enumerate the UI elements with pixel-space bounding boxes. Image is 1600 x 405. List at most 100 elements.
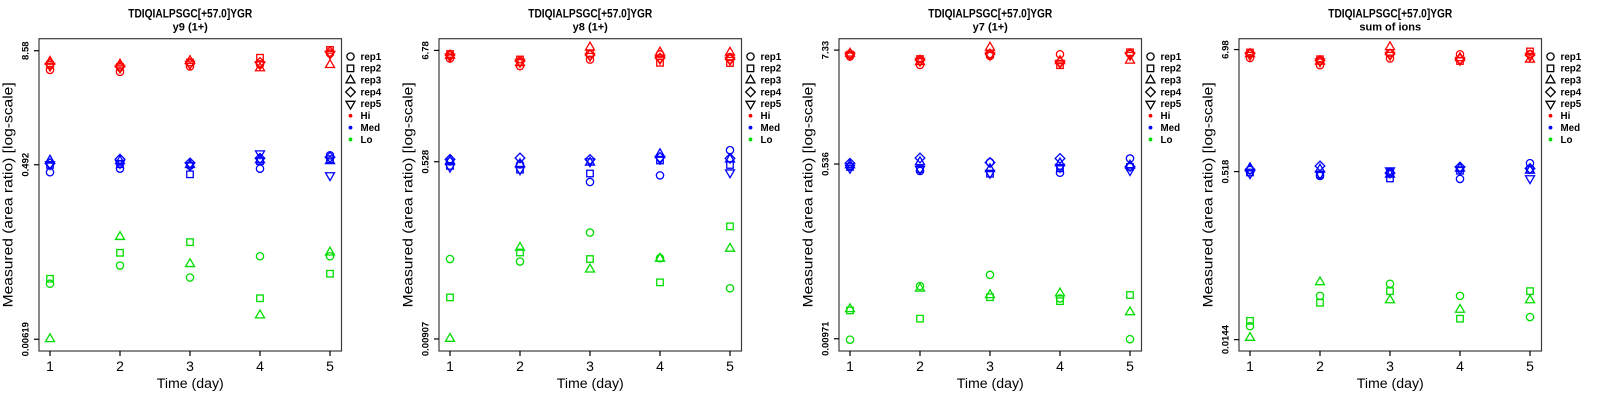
point-lo-rep3-day3 — [984, 288, 996, 299]
point-med-rep1-day4 — [255, 164, 265, 173]
panel-subtitle: y8 (1+) — [573, 21, 608, 33]
point-hi-rep2-day4 — [256, 53, 264, 62]
point-lo-rep2-day2 — [1316, 298, 1324, 307]
point-lo-rep3-day4 — [1454, 303, 1466, 313]
point-med-rep1-day2 — [115, 164, 125, 173]
point-med-rep2-day3 — [186, 170, 194, 179]
x-tick-label: 4 — [1056, 358, 1064, 374]
x-tick-label: 3 — [1386, 358, 1394, 374]
point-med-rep5-day2 — [514, 166, 526, 176]
y-tick-label: 0.528 — [421, 150, 432, 174]
point-lo-rep2-day1 — [446, 293, 454, 302]
point-med-rep4-day5 — [1124, 160, 1136, 173]
point-hi-rep5-day2 — [1314, 58, 1326, 69]
y-tick-label: 0.492 — [21, 153, 32, 177]
legend-label-rep3: rep3 — [1561, 76, 1582, 87]
point-med-rep5-day4 — [1454, 166, 1466, 176]
point-med-rep5-day2 — [914, 165, 926, 176]
point-hi-rep3-day5 — [724, 46, 736, 56]
legend-marker-rep1 — [1146, 52, 1155, 61]
legend-marker-rep3 — [1144, 73, 1157, 84]
legend-marker-rep2 — [1546, 64, 1555, 73]
legend-label-rep1: rep1 — [361, 52, 382, 63]
panel-title: TDIQIALPSGC[+57.0]YGR — [528, 7, 652, 21]
point-hi-rep5-day3 — [584, 52, 596, 63]
legend-dot-med — [748, 125, 753, 130]
point-med-rep5-day1 — [444, 163, 456, 174]
plot-frame — [438, 38, 743, 352]
point-hi-rep5-day3 — [984, 51, 996, 62]
point-lo-rep1-day4 — [1455, 291, 1465, 301]
point-lo-rep1-day1 — [445, 254, 455, 264]
point-lo-rep3-day1 — [44, 332, 56, 343]
point-med-rep5-day3 — [584, 158, 596, 168]
x-tick-label: 1 — [1246, 358, 1254, 374]
point-hi-rep5-day3 — [1384, 51, 1396, 62]
x-axis-title: Time (day) — [957, 376, 1024, 391]
y-axis-title: Measured (area ratio) [log-scale] — [1200, 82, 1216, 307]
point-med-rep5-day5 — [724, 169, 736, 180]
point-lo-rep3-day4 — [1054, 286, 1066, 297]
point-med-rep4-day1 — [844, 157, 856, 169]
point-hi-rep3-day3 — [184, 54, 196, 65]
point-lo-rep1-day1 — [1245, 321, 1255, 331]
legend-label-hi: Hi — [761, 111, 771, 122]
point-med-rep5-day2 — [114, 159, 126, 170]
point-med-rep5-day2 — [1314, 170, 1326, 181]
legend-label-lo: Lo — [361, 135, 373, 146]
y-tick-label: 7.33 — [821, 41, 832, 60]
legend-marker-rep3 — [744, 73, 757, 84]
legend-label-rep3: rep3 — [761, 76, 782, 87]
legend-label-rep5: rep5 — [761, 99, 782, 110]
legend-label-med: Med — [1561, 123, 1581, 134]
point-hi-rep5-day5 — [1124, 51, 1136, 62]
point-hi-rep3-day4 — [654, 45, 666, 56]
legend-marker-rep5 — [1544, 100, 1557, 111]
y-tick-label: 0.00619 — [21, 322, 32, 356]
point-med-rep4-day4 — [1054, 152, 1066, 165]
point-med-rep4-day5 — [724, 152, 736, 165]
x-tick-label: 5 — [726, 358, 734, 374]
point-med-rep3-day3 — [984, 162, 996, 173]
point-lo-rep2-day4 — [1456, 314, 1464, 323]
point-lo-rep1-day5 — [725, 283, 735, 293]
x-tick-label: 3 — [186, 358, 194, 374]
point-lo-rep1-day5 — [325, 251, 335, 261]
legend-label-rep1: rep1 — [1561, 52, 1582, 63]
panel-title: TDIQIALPSGC[+57.0]YGR — [1328, 7, 1452, 21]
point-lo-rep2-day1 — [46, 274, 54, 283]
legend-marker-rep3 — [1544, 73, 1557, 84]
point-lo-rep3-day4 — [254, 308, 266, 319]
point-med-rep5-day4 — [254, 150, 266, 160]
point-hi-rep1-day3 — [1385, 54, 1395, 63]
legend-marker-rep1 — [746, 52, 755, 61]
point-lo-rep1-day1 — [45, 279, 55, 289]
point-med-rep1-day3 — [585, 177, 595, 187]
point-med-rep4-day2 — [114, 153, 126, 165]
plot-frame — [1238, 38, 1543, 352]
legend-label-rep2: rep2 — [1161, 64, 1182, 75]
point-hi-rep5-day1 — [1244, 51, 1256, 62]
x-tick-label: 4 — [256, 358, 264, 374]
legend-dot-hi — [1548, 113, 1553, 118]
point-hi-rep1-day2 — [115, 67, 125, 77]
point-med-rep1-day4 — [1055, 168, 1065, 178]
point-hi-rep5-day5 — [324, 50, 336, 61]
point-lo-rep2-day3 — [186, 238, 194, 247]
point-med-rep1-day4 — [655, 171, 665, 180]
point-hi-rep5-day4 — [1054, 59, 1066, 70]
point-lo-rep3-day1 — [444, 332, 456, 342]
legend-marker-rep2 — [346, 64, 355, 73]
point-med-rep4-day3 — [984, 156, 996, 169]
legend-label-med: Med — [761, 123, 781, 134]
x-tick-label: 3 — [586, 358, 594, 374]
legend-marker-rep5 — [744, 100, 757, 111]
point-med-rep5-day3 — [184, 162, 196, 172]
panel-subtitle: sum of ions — [1359, 21, 1421, 33]
legend-dot-med — [1148, 125, 1153, 130]
y-tick-label: 6.78 — [421, 41, 432, 60]
point-lo-rep1-day3 — [185, 273, 195, 282]
point-med-rep5-day3 — [1384, 167, 1396, 177]
x-tick-label: 5 — [1526, 358, 1534, 374]
